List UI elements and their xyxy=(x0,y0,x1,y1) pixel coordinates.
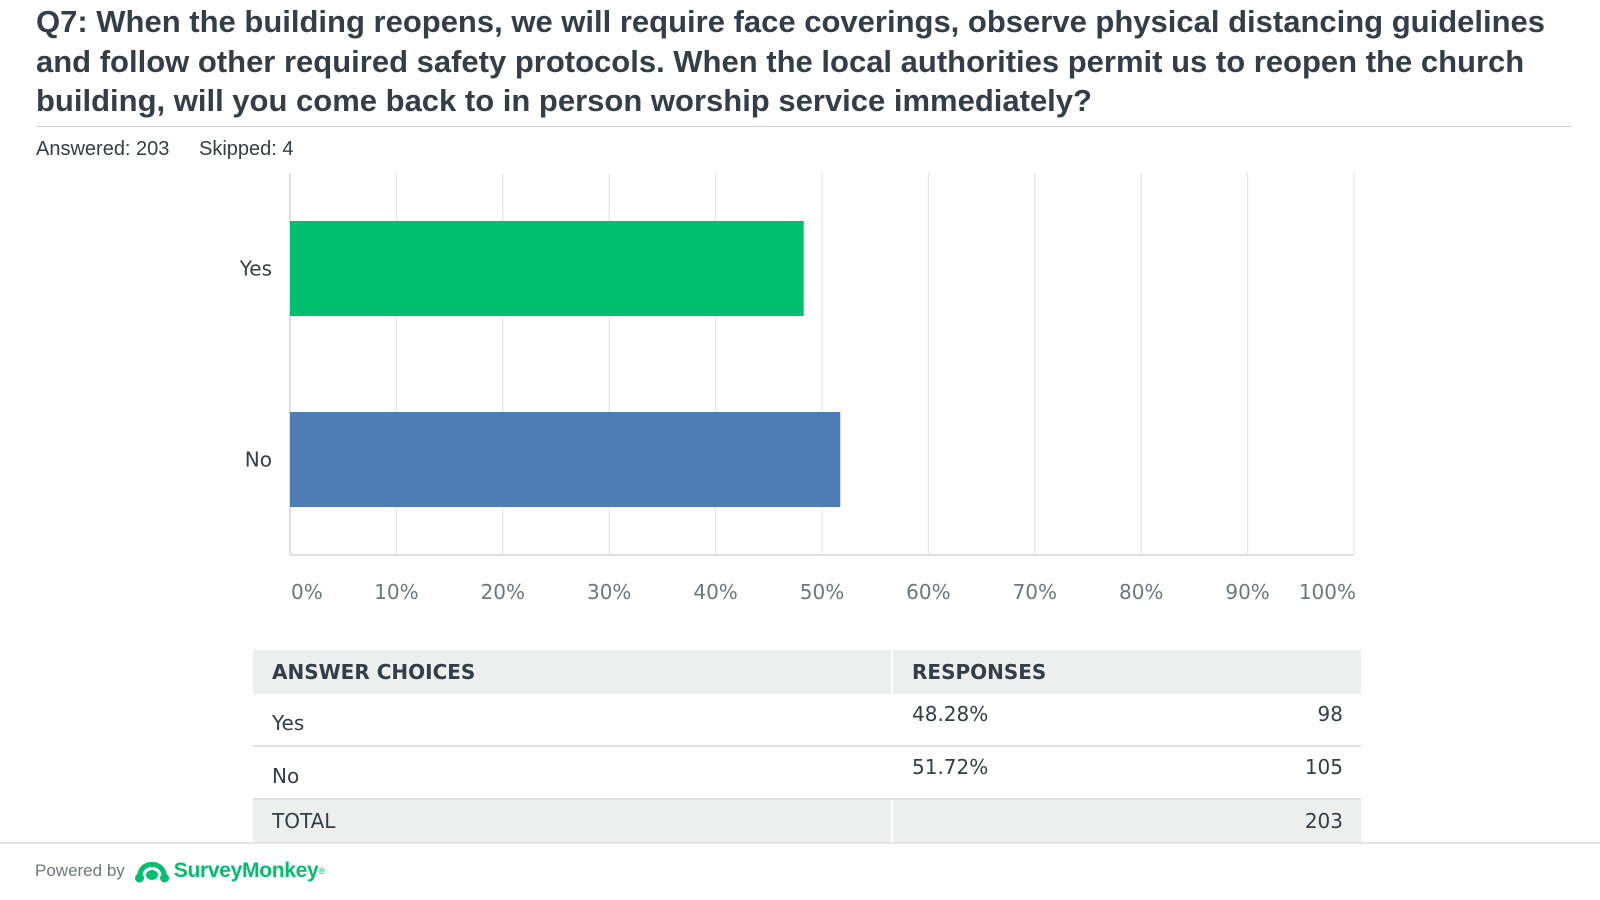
surveymonkey-logo-icon[interactable] xyxy=(133,858,171,884)
surveymonkey-brand[interactable]: SurveyMonkey xyxy=(173,859,319,882)
x-tick-label: 0% xyxy=(291,580,323,604)
x-tick-label: 60% xyxy=(906,580,950,604)
x-tick-label: 100% xyxy=(1299,580,1356,604)
footer-divider xyxy=(0,842,1600,844)
title-divider xyxy=(36,126,1572,127)
question-title: Q7: When the building reopens, we will r… xyxy=(36,4,1546,118)
choice-cell: No xyxy=(253,747,891,798)
total-count-cell: 203 xyxy=(893,800,1361,843)
header-answer-choices: ANSWER CHOICES xyxy=(253,650,891,694)
bar-yes xyxy=(290,221,804,316)
response-percent: 48.28% xyxy=(912,702,989,726)
x-tick-label: 20% xyxy=(481,580,525,604)
answered-count: Answered: 203 xyxy=(36,138,170,160)
responses-table: ANSWER CHOICES RESPONSES Yes 48.28% 98 N… xyxy=(253,650,1361,843)
category-label: No xyxy=(245,448,272,472)
x-tick-label: 40% xyxy=(693,580,737,604)
total-label-cell: TOTAL xyxy=(253,800,891,843)
response-count: 105 xyxy=(1304,755,1343,779)
skipped-count: Skipped: 4 xyxy=(198,138,294,160)
bar-no xyxy=(290,412,841,507)
x-tick-label: 80% xyxy=(1119,580,1163,604)
response-stats: Answered: 203 Skipped: 4 xyxy=(36,138,318,161)
response-cell: 51.72% 105 xyxy=(893,747,1361,798)
table-row: Yes 48.28% 98 xyxy=(253,694,1361,747)
table-row: No 51.72% 105 xyxy=(253,747,1361,800)
response-percent: 51.72% xyxy=(912,755,989,779)
choice-label: Yes xyxy=(272,711,305,735)
registered-mark: ® xyxy=(318,866,326,876)
x-tick-label: 30% xyxy=(587,580,631,604)
category-label: Yes xyxy=(239,257,272,281)
header-responses: RESPONSES xyxy=(893,650,1361,694)
table-header-row: ANSWER CHOICES RESPONSES xyxy=(253,650,1361,694)
response-count: 98 xyxy=(1317,702,1343,726)
x-tick-label: 10% xyxy=(374,580,418,604)
footer: Powered by SurveyMonkey ® xyxy=(35,858,325,884)
choice-label: No xyxy=(272,764,300,788)
bar-chart: 0% 10% 20% 30% 40% 50% 60% 70% 80% 90% 100% Yes No xyxy=(239,173,1356,604)
choice-cell: Yes xyxy=(253,694,891,745)
x-tick-label: 70% xyxy=(1013,580,1057,604)
response-cell: 48.28% 98 xyxy=(893,694,1361,745)
x-tick-label: 90% xyxy=(1225,580,1269,604)
table-total-row: TOTAL 203 xyxy=(253,800,1361,843)
x-tick-label: 50% xyxy=(800,580,844,604)
powered-by-text: Powered by xyxy=(35,861,125,880)
